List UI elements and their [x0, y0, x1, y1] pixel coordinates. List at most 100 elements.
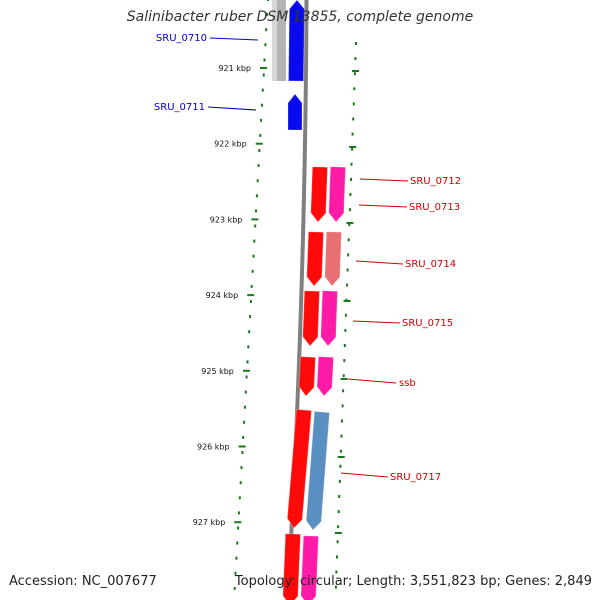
minor-tick — [236, 541, 239, 545]
leader-line — [359, 178, 409, 182]
minor-tick — [243, 405, 246, 409]
minor-tick — [237, 526, 240, 530]
major-tick — [247, 294, 255, 297]
minor-tick — [257, 164, 260, 168]
outer-minor-tick — [346, 283, 349, 287]
genome-summary-text: Topology: circular; Length: 3,551,823 bp… — [234, 574, 592, 589]
gene-label: SRU_0717 — [390, 472, 441, 483]
outer-major-tick — [349, 146, 357, 148]
minor-tick — [262, 73, 265, 77]
outer-minor-tick — [349, 193, 352, 196]
minor-tick — [248, 330, 251, 334]
minor-tick — [267, 0, 269, 1]
gene-outline — [300, 535, 320, 600]
outer-minor-tick — [348, 223, 351, 227]
gene-body — [288, 0, 305, 82]
gene-outline — [287, 0, 305, 82]
accession-text: Accession: NC_007677 — [9, 574, 157, 589]
gene-body — [306, 411, 330, 530]
outer-minor-tick — [352, 117, 355, 121]
leader-line — [352, 320, 401, 324]
outer-minor-tick — [348, 208, 351, 212]
gene-label: SRU_0711 — [154, 102, 205, 113]
gene-label: ssb — [399, 378, 416, 389]
minor-tick — [243, 420, 246, 424]
outer-minor-ticks — [334, 42, 359, 589]
leader-line — [355, 260, 404, 265]
gene-SRU_0712-red — [310, 166, 329, 223]
tick-label: 926 kbp — [197, 443, 230, 452]
outer-major-tick — [343, 300, 351, 302]
minor-tick — [259, 133, 262, 137]
gene-body — [324, 231, 342, 286]
major-ticks: 921 kbp 922 kbp 923 kbp 924 kbp 925 kbp 926 k… — [193, 64, 267, 527]
outer-minor-tick — [335, 570, 338, 574]
gene-body — [320, 290, 338, 346]
outer-minor-tick — [344, 328, 347, 332]
outer-minor-tick — [338, 495, 341, 498]
outer-minor-tick — [351, 132, 354, 136]
tick-label: 923 kbp — [210, 215, 243, 224]
gene-ssb — [316, 356, 335, 397]
gene-outline — [306, 231, 325, 287]
gene-red-4 — [298, 356, 317, 397]
gene-outline — [316, 356, 335, 397]
gene-SRU_0717 — [305, 410, 331, 531]
gene-outline — [298, 356, 317, 397]
outer-minor-tick — [342, 374, 345, 378]
minor-tick — [244, 390, 247, 394]
outer-minor-tick — [343, 359, 346, 363]
minor-tick — [256, 179, 259, 183]
minor-tick — [247, 345, 250, 349]
outer-minor-tick — [342, 389, 345, 393]
outer-minor-tick — [354, 57, 357, 61]
gene-SRU_0713 — [328, 166, 347, 223]
major-tick — [234, 521, 242, 524]
gene-outline — [310, 166, 329, 223]
leader-line — [209, 37, 259, 41]
outer-minor-tick — [353, 72, 356, 76]
major-tick — [260, 67, 267, 69]
gene-body — [300, 535, 319, 600]
minor-tick — [249, 300, 252, 303]
minor-tick — [233, 586, 236, 590]
minor-tick — [261, 103, 263, 107]
gene-SRU_0714 — [324, 231, 343, 287]
outer-minor-tick — [337, 525, 340, 529]
minor-tick — [260, 118, 263, 122]
outer-minor-tick — [351, 147, 354, 151]
inner-minor-ticks — [233, 0, 269, 590]
outer-major-tick — [346, 222, 354, 224]
minor-tick — [245, 375, 248, 379]
leader-line — [358, 204, 408, 208]
gene-SRU_0715 — [320, 290, 339, 347]
outer-minor-tick — [338, 479, 341, 483]
minor-tick — [253, 239, 256, 243]
gene-body — [302, 290, 320, 346]
gene-body — [288, 94, 302, 130]
minor-tick — [258, 149, 261, 152]
tick-label: 922 kbp — [214, 140, 247, 149]
leader-line — [347, 378, 397, 384]
minor-tick — [246, 360, 249, 364]
major-tick — [242, 369, 250, 372]
outer-minor-tick — [344, 313, 347, 317]
minor-tick — [250, 284, 253, 288]
tick-label: 921 kbp — [218, 64, 251, 73]
gene-red-5 — [286, 408, 313, 529]
outer-minor-tick — [334, 585, 337, 589]
minor-tick — [238, 496, 241, 500]
gene-outline — [305, 410, 331, 531]
minor-tick — [255, 194, 258, 198]
minor-tick — [265, 28, 268, 32]
outer-minor-tick — [341, 404, 344, 408]
minor-tick — [239, 481, 242, 485]
outer-minor-tick — [347, 238, 350, 242]
minor-tick — [266, 13, 269, 17]
outer-minor-tick — [343, 344, 346, 347]
gene-features — [282, 0, 347, 600]
minor-tick — [242, 435, 245, 439]
gene-outline — [320, 290, 339, 347]
gene-body — [317, 356, 334, 396]
